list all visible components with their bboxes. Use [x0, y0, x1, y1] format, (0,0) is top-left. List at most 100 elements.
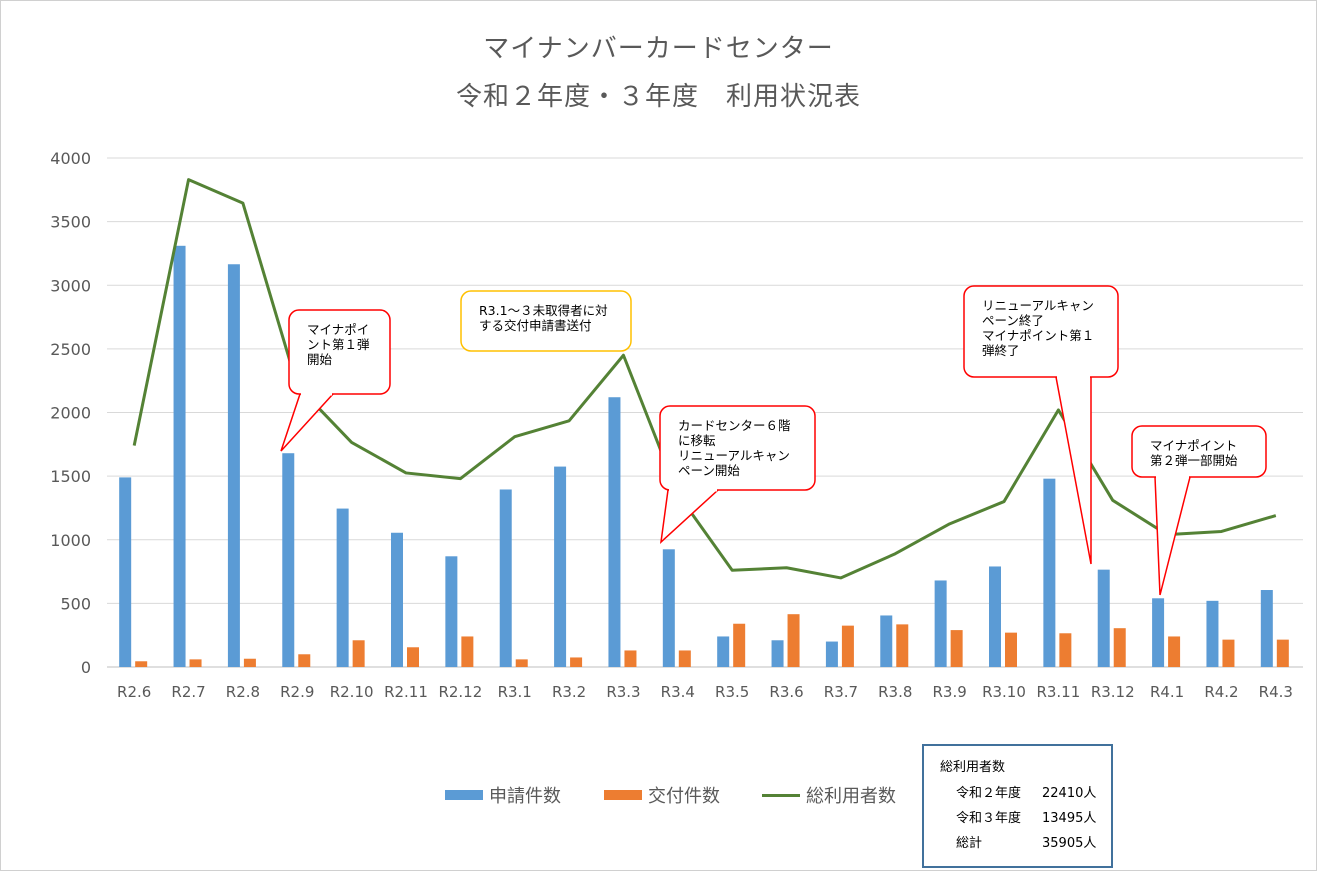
- callout-box: [288, 309, 391, 395]
- x-tick-label: R3.2: [552, 683, 586, 701]
- y-tick-label: 1000: [50, 531, 91, 550]
- bar-deliveries: [841, 625, 854, 667]
- summary-label: 令和２年度: [956, 786, 1022, 801]
- x-tick-label: R3.9: [932, 683, 966, 701]
- bar-applications: [771, 640, 784, 667]
- bar-deliveries: [1113, 628, 1126, 667]
- x-tick-label: R2.11: [384, 683, 428, 701]
- bar-applications: [119, 477, 132, 667]
- callout-box: [1131, 425, 1267, 478]
- bar-deliveries: [298, 654, 311, 667]
- callout-text: ペーン開始: [678, 463, 740, 478]
- callout-pointer: [280, 393, 335, 452]
- bar-applications: [989, 566, 1001, 667]
- bar-applications: [227, 264, 240, 667]
- x-axis-ticks: R2.6 R2.7 R2.8 R2.9 R2.10 R2.11 R2.12 R3.1 R3.2 R…: [117, 683, 1293, 701]
- callout-text: 開始: [307, 352, 333, 367]
- callout-text: 第２弾一部開始: [1150, 453, 1238, 468]
- y-axis-ticks: 0 500 1000 1500 2000 2500 3000 3500 4000: [50, 149, 91, 677]
- callout-text: マイナポイント: [1150, 438, 1237, 453]
- x-tick-label: R4.1: [1150, 683, 1184, 701]
- bar-deliveries: [1005, 632, 1017, 667]
- x-tick-label: R3.7: [824, 683, 858, 701]
- x-tick-label: R2.12: [438, 683, 482, 701]
- callout-text: R3.1～３未取得者に対: [479, 303, 608, 318]
- bar-deliveries: [515, 659, 528, 667]
- legend-label: 総利用者数: [806, 786, 896, 807]
- summary-box: 総利用者数 令和２年度 22410人 令和３年度 13495人 総計 35905…: [922, 744, 1113, 868]
- y-tick-label: 2500: [50, 340, 91, 359]
- bar-applications: [662, 549, 675, 667]
- chart-subtitle: 令和２年度・３年度 利用状況表: [455, 82, 861, 112]
- bar-applications: [282, 453, 295, 667]
- bar-deliveries: [1222, 639, 1235, 667]
- legend-swatch-green: [762, 793, 800, 797]
- legend-item-applications: 申請件数: [445, 783, 561, 807]
- bar-deliveries: [135, 661, 148, 667]
- bar-applications: [1152, 598, 1165, 667]
- bar-applications: [608, 397, 621, 667]
- y-tick-label: 1500: [50, 467, 91, 486]
- y-tick-label: 0: [81, 658, 91, 677]
- x-tick-label: R3.3: [606, 683, 640, 701]
- bar-applications: [1043, 478, 1056, 667]
- x-tick-label: R2.6: [117, 683, 151, 701]
- summary-value: 22410人: [1042, 786, 1097, 801]
- y-tick-label: 3500: [50, 213, 91, 232]
- bar-applications: [1260, 590, 1273, 667]
- bar-deliveries: [1168, 636, 1181, 667]
- bar-deliveries: [733, 623, 746, 667]
- callout-box: [460, 290, 632, 352]
- callout-text: する交付申請書送付: [479, 318, 592, 333]
- x-tick-label: R3.5: [715, 683, 749, 701]
- bar-deliveries: [787, 614, 800, 667]
- bar-deliveries: [896, 624, 909, 667]
- bar-applications: [934, 580, 947, 667]
- callout-text: ペーン終了: [982, 313, 1044, 328]
- summary-label: 総計: [956, 836, 983, 851]
- x-tick-label: R2.7: [171, 683, 205, 701]
- x-tick-label: R2.9: [280, 683, 314, 701]
- summary-value: 13495人: [1042, 811, 1097, 826]
- bar-deliveries: [950, 630, 963, 667]
- x-tick-label: R3.6: [769, 683, 803, 701]
- legend-swatch-blue: [445, 790, 483, 800]
- x-tick-label: R3.4: [661, 683, 695, 701]
- bar-applications: [825, 641, 838, 667]
- legend-item-deliveries: 交付件数: [604, 783, 720, 807]
- callout-text: 弾終了: [982, 343, 1020, 358]
- bar-applications: [499, 489, 512, 667]
- bar-applications: [173, 245, 186, 668]
- bar-deliveries: [1059, 633, 1072, 667]
- y-tick-label: 2000: [50, 404, 91, 423]
- callout-text: ント第１弾: [307, 337, 370, 352]
- bar-deliveries: [678, 650, 691, 667]
- legend-swatch-orange: [604, 790, 642, 800]
- bars: [119, 245, 1289, 668]
- callout-text: に移転: [678, 433, 716, 448]
- legend-item-total-users: 総利用者数: [762, 783, 896, 807]
- bar-applications: [445, 556, 458, 667]
- summary-header: 総利用者数: [940, 760, 1006, 775]
- callout-text: カードセンター６階: [678, 418, 791, 433]
- x-tick-label: R3.10: [982, 683, 1026, 701]
- x-tick-label: R3.11: [1036, 683, 1080, 701]
- legend-label: 申請件数: [489, 786, 561, 807]
- x-tick-label: R4.3: [1259, 683, 1293, 701]
- bar-deliveries: [189, 659, 202, 667]
- bar-deliveries: [352, 640, 365, 667]
- bar-deliveries: [1276, 639, 1289, 667]
- bar-deliveries: [624, 650, 637, 667]
- y-tick-label: 3000: [50, 276, 91, 295]
- bar-deliveries: [243, 658, 256, 667]
- x-tick-label: R2.10: [330, 683, 374, 701]
- summary-value: 35905人: [1042, 836, 1097, 851]
- callout-pointer: [659, 489, 720, 544]
- bar-applications: [717, 636, 730, 667]
